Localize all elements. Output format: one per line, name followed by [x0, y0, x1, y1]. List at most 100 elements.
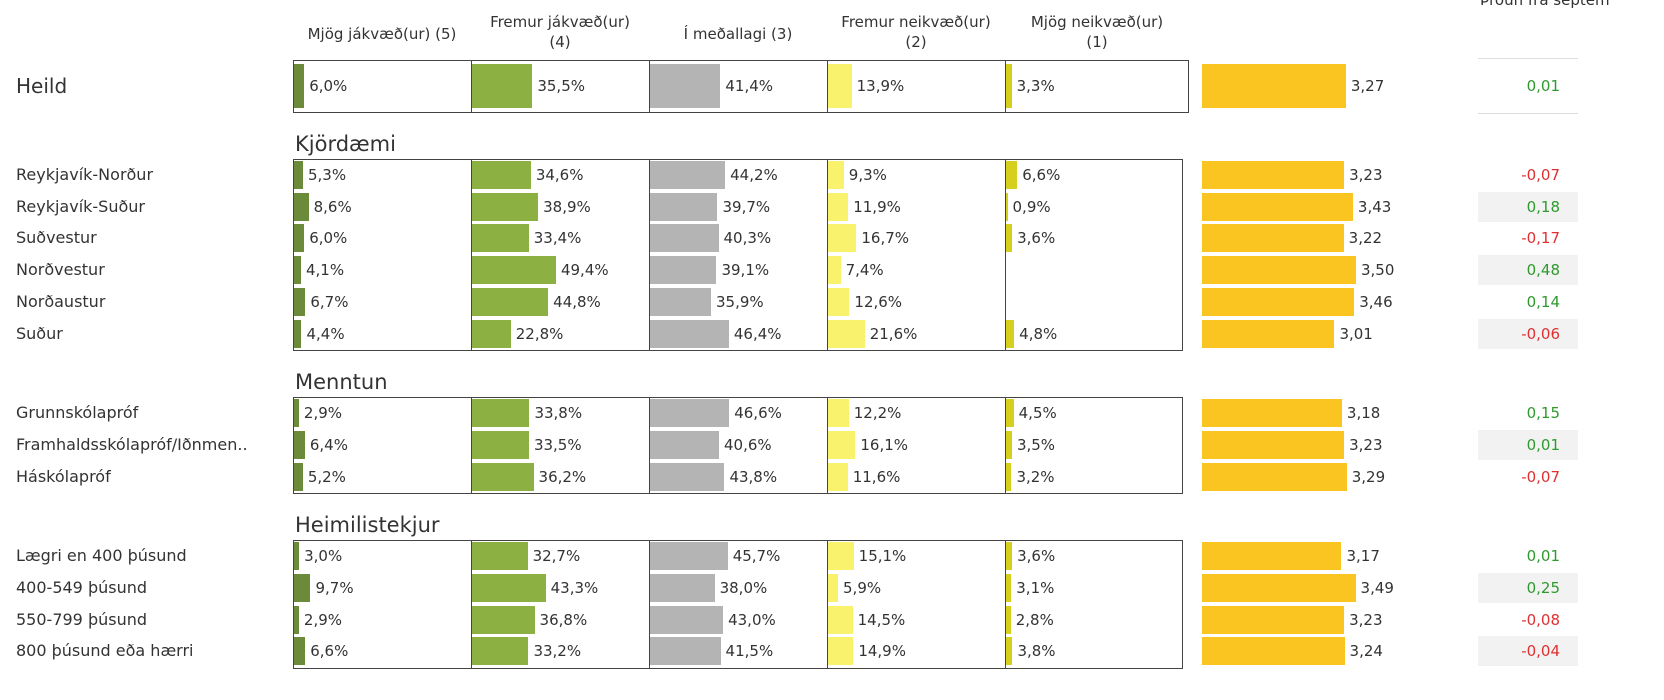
column-divider [471, 540, 472, 670]
row-label: Grunnskólapróf [16, 403, 139, 423]
change-value: 0,01 [1526, 435, 1560, 454]
column-header: Mjög neikvæð(ur) (1) [1030, 13, 1164, 51]
bar [650, 224, 719, 253]
bar [472, 287, 549, 316]
row-label: Framhaldsskólapróf/Iðnmen.. [16, 434, 248, 454]
mean-label: 3,49 [1360, 579, 1394, 597]
column-divider [649, 159, 650, 352]
column-divider [471, 159, 472, 352]
mean-bar [1202, 287, 1355, 316]
bar-label: 45,7% [732, 547, 781, 566]
bar-label: 34,6% [535, 166, 584, 184]
mean-label: 3,43 [1357, 197, 1392, 216]
bar [828, 462, 848, 491]
bar [472, 605, 535, 634]
bar-label: 3,2% [1016, 467, 1055, 486]
bar [650, 256, 717, 285]
bar [1006, 462, 1012, 491]
bar-label: 33,5% [533, 435, 582, 454]
bar-label: 12,6% [854, 292, 903, 311]
column-divider [1005, 397, 1006, 495]
bar-label: 14,9% [858, 642, 906, 661]
mean-label: 3,23 [1349, 610, 1383, 629]
mean-label: 3,23 [1349, 166, 1383, 184]
bar-label: 8,6% [313, 197, 352, 216]
bar [1006, 430, 1012, 459]
bar-label: 44,8% [553, 292, 601, 311]
bar [828, 430, 856, 459]
table-box [293, 540, 1183, 670]
bar-label: 5,3% [308, 166, 347, 184]
bar-label: 46,4% [733, 324, 782, 343]
bar [472, 430, 529, 459]
mean-bar [1202, 64, 1346, 108]
change-value: 0,01 [1526, 77, 1560, 95]
row-label: Norðaustur [16, 291, 106, 311]
bar-label: 6,4% [309, 435, 348, 454]
bar [650, 574, 715, 602]
bar-label: 2,8% [1015, 610, 1054, 629]
mean-label: 3,22 [1348, 229, 1383, 248]
column-divider [471, 60, 472, 113]
bar [650, 637, 721, 666]
bar-label: 43,8% [729, 467, 778, 486]
column-divider [1005, 159, 1006, 352]
bar-label: 4,1% [305, 261, 345, 280]
bar [294, 399, 299, 428]
bar-label: 13,9% [856, 77, 905, 95]
change-value: -0,04 [1521, 642, 1560, 661]
row-label: Lægri en 400 þúsund [16, 546, 187, 566]
bar-label: 21,6% [869, 324, 918, 343]
bar-label: 43,0% [728, 610, 776, 629]
change-value: -0,06 [1521, 324, 1560, 343]
bar-label: 9,7% [315, 579, 354, 597]
mean-bar [1202, 574, 1356, 602]
bar-label: 11,9% [853, 197, 901, 216]
mean-label: 3,27 [1350, 77, 1385, 95]
bar [1006, 64, 1012, 108]
bar [294, 605, 299, 634]
bar [828, 64, 852, 108]
bar-label: 11,6% [852, 467, 901, 486]
bar [1006, 319, 1015, 348]
bar-label: 33,2% [533, 642, 582, 661]
column-divider [827, 397, 828, 495]
bar-label: 33,8% [534, 404, 583, 423]
bar [472, 637, 529, 666]
bar [472, 161, 531, 189]
bar-label: 44,2% [730, 166, 778, 184]
bar-label: 38,0% [719, 579, 768, 597]
bar [294, 637, 306, 666]
bar-label: 5,9% [843, 579, 882, 597]
column-divider [1005, 60, 1006, 113]
bar-label: 49,4% [560, 261, 609, 280]
column-divider [471, 397, 472, 495]
bar [828, 287, 850, 316]
change-value: 0,14 [1526, 292, 1560, 311]
mean-label: 3,23 [1349, 435, 1383, 454]
bar [472, 399, 530, 428]
bar [828, 637, 854, 666]
mean-bar [1202, 256, 1356, 285]
bar-label: 3,6% [1017, 229, 1056, 248]
bar [828, 161, 844, 189]
bar-label: 32,7% [532, 547, 581, 566]
bar [472, 319, 511, 348]
change-value: 0,15 [1526, 404, 1560, 423]
bar-label: 6,0% [309, 77, 348, 95]
bar [472, 256, 556, 285]
row-label: Reykjavík-Norður [16, 165, 154, 184]
bar [294, 64, 305, 108]
bar-label: 40,3% [723, 229, 772, 248]
change-value: 0,25 [1526, 579, 1560, 597]
bar [828, 542, 854, 571]
row-label: Háskólapróf [16, 466, 111, 486]
mean-label: 3,29 [1351, 467, 1386, 486]
bar [472, 462, 534, 491]
table-box [293, 60, 1189, 113]
bar-label: 39,1% [721, 261, 770, 280]
bar [650, 64, 721, 108]
bar [294, 574, 311, 602]
bar-label: 3,6% [1017, 547, 1056, 566]
bar-label: 4,5% [1018, 404, 1057, 423]
